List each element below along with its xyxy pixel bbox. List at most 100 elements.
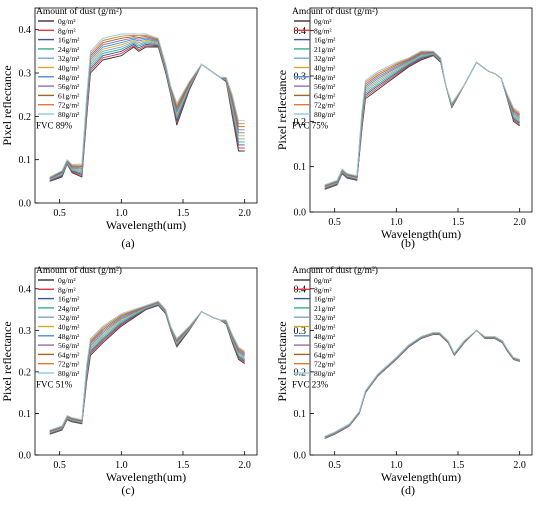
legend-entry: 56g/m² <box>58 341 80 350</box>
y-tick-label: 0.4 <box>19 284 32 295</box>
fvc-annotation: FVC 51% <box>36 379 73 389</box>
legend-entry: 56g/m² <box>58 82 80 91</box>
plot-frame <box>309 7 533 213</box>
x-tick-label: 2.0 <box>513 217 526 228</box>
y-tick-label: 0.1 <box>19 409 32 420</box>
series-line <box>324 329 520 437</box>
y-tick-label: 0.2 <box>294 117 307 128</box>
series-line <box>324 52 520 188</box>
y-tick-label: 0.2 <box>19 112 32 123</box>
legend-entry: 32g/m² <box>314 313 336 322</box>
fvc-annotation: FVC 75% <box>292 120 329 130</box>
series-line <box>324 329 520 438</box>
series-line <box>324 329 520 439</box>
y-tick-label: 0.3 <box>19 326 32 337</box>
legend-entry: 80g/m² <box>58 369 80 378</box>
legend-title: Amount of dust (g/m²) <box>292 6 378 17</box>
x-tick-label: 1.5 <box>452 460 465 471</box>
y-tick-label: 0.4 <box>19 25 32 36</box>
y-tick-label: 0.3 <box>19 69 32 80</box>
x-tick-label: 1.0 <box>115 208 128 219</box>
legend-entry: 48g/m² <box>58 73 80 82</box>
legend-entry: 8g/m² <box>314 26 332 35</box>
legend-entry: 64g/m² <box>314 350 336 359</box>
legend-entry: 40g/m² <box>314 64 336 73</box>
series-line <box>324 329 520 439</box>
legend-entry: 40g/m² <box>314 323 336 332</box>
x-tick-label: 1.0 <box>390 460 403 471</box>
x-tick-label: 0.5 <box>53 208 66 219</box>
y-axis-label: Pixel reflectance <box>275 321 289 401</box>
y-tick-label: 0.4 <box>294 26 307 37</box>
fvc-annotation: FVC 89% <box>36 120 73 130</box>
series-line <box>49 300 245 431</box>
legend-entry: 40g/m² <box>58 323 80 332</box>
x-tick-label: 2.0 <box>238 208 251 219</box>
series-line <box>324 50 520 186</box>
legend-entry: 48g/m² <box>314 332 336 341</box>
legend-entry: 8g/m² <box>314 285 332 294</box>
series-line <box>324 51 520 186</box>
plot-frame <box>34 7 258 204</box>
series-line <box>324 329 520 438</box>
x-tick-label: 1.0 <box>115 460 128 471</box>
y-tick-label: 0.0 <box>294 208 307 219</box>
chart-panel-4: 0.00.10.20.30.40.5 1.0 1.5 2.0Wavelength(um… <box>275 265 533 497</box>
chart-panel-1: 0.0 0.1 0.2 0.3 0.4 0.5 1.0 1.5 2.0 Wavelength(um… <box>0 6 258 250</box>
legend-entry: 21g/m² <box>314 304 336 313</box>
legend-entry: 48g/m² <box>58 332 80 341</box>
y-tick-label: 0.1 <box>294 162 307 173</box>
x-tick-label: 1.5 <box>177 208 190 219</box>
x-tick-label: 1.0 <box>390 217 403 228</box>
series-line <box>49 33 245 178</box>
legend-entry: 8g/m² <box>58 285 76 294</box>
y-tick-label: 0.1 <box>294 409 307 420</box>
legend-entry: 21g/m² <box>314 45 336 54</box>
legend-entry: 72g/m² <box>58 360 80 369</box>
panel-caption: (d) <box>401 483 415 497</box>
legend-entry: 32g/m² <box>58 313 80 322</box>
legend-entry: 32g/m² <box>58 54 80 63</box>
series-line <box>324 329 520 438</box>
series-line <box>324 52 520 188</box>
x-tick-label: 0.5 <box>328 217 341 228</box>
legend-entry: 64g/m² <box>314 91 336 100</box>
legend-title: Amount of dust (g/m²) <box>36 265 122 276</box>
legend-title: Amount of dust (g/m²) <box>36 6 122 17</box>
panel-caption: (c) <box>121 483 134 497</box>
legend-entry: 24g/m² <box>58 304 80 313</box>
legend-entry: 64g/m² <box>58 350 80 359</box>
panel-caption: (b) <box>401 236 415 250</box>
series-line <box>324 54 520 190</box>
series-line <box>324 329 520 438</box>
y-tick-label: 0.0 <box>19 451 32 462</box>
x-axis-label: Wavelength(um) <box>106 470 186 484</box>
legend-entry: 24g/m² <box>58 45 80 54</box>
fvc-annotation: FVC 23% <box>292 379 329 389</box>
legend-entry: 72g/m² <box>314 101 336 110</box>
series-line <box>324 329 520 439</box>
x-tick-label: 2.0 <box>513 460 526 471</box>
legend-entry: 61g/m² <box>58 91 80 100</box>
x-axis-label: Wavelength(um) <box>381 227 461 241</box>
panel-caption: (a) <box>121 236 134 250</box>
legend-title: Amount of dust (g/m²) <box>292 265 378 276</box>
legend-entry: 16g/m² <box>58 295 80 304</box>
legend-entry: 72g/m² <box>314 360 336 369</box>
x-tick-label: 1.5 <box>177 460 190 471</box>
legend-entry: 16g/m² <box>314 36 336 45</box>
legend-entry: 0g/m² <box>58 276 76 285</box>
plot-frame <box>309 267 533 456</box>
legend-entry: 80g/m² <box>314 110 336 119</box>
x-tick-label: 0.5 <box>328 460 341 471</box>
plot-frame <box>34 267 258 456</box>
y-tick-label: 0.1 <box>19 155 32 166</box>
y-tick-label: 0.0 <box>19 199 32 210</box>
y-axis-label: Pixel reflectance <box>0 65 14 145</box>
legend-entry: 80g/m² <box>58 110 80 119</box>
legend-entry: 0g/m² <box>314 276 332 285</box>
y-tick-label: 0.3 <box>294 326 307 337</box>
legend-entry: 80g/m² <box>314 369 336 378</box>
legend-entry: 56g/m² <box>314 82 336 91</box>
series-line <box>324 53 520 188</box>
